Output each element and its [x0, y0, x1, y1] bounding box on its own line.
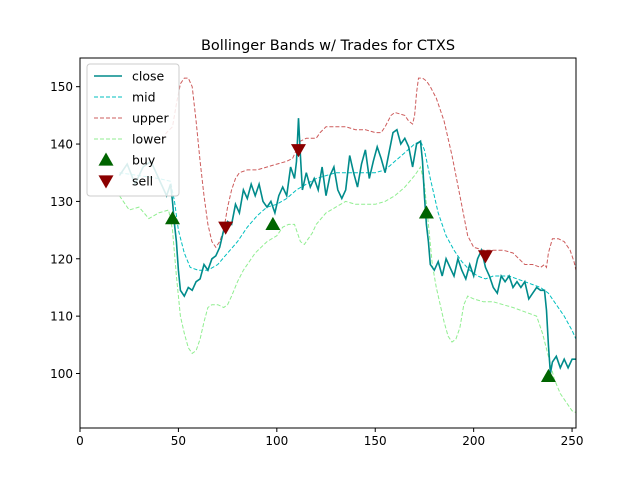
legend-label-close: close [132, 69, 165, 84]
buy-marker-4 [540, 368, 556, 382]
sell-marker-3 [477, 250, 493, 264]
legend-swatch-sell [98, 175, 114, 189]
y-tick-label-110: 110 [50, 310, 73, 324]
y-tick-label-150: 150 [50, 80, 73, 94]
legend-label-buy: buy [132, 153, 156, 168]
buy-marker-2 [265, 216, 281, 230]
plot-frame [79, 57, 577, 429]
x-axis: 0 50 100 150 200 250 [76, 428, 584, 448]
plot-area: 0 50 100 150 200 250 100 110 120 130 140 150 [50, 57, 584, 448]
y-tick-label-100: 100 [50, 367, 73, 381]
legend-item-buy: buy [98, 152, 156, 168]
buy-marker-1 [165, 211, 181, 225]
series-upper-line [158, 77, 576, 271]
legend-swatch-buy [98, 152, 114, 166]
series-close-line [118, 118, 576, 374]
legend-item-upper: upper [94, 111, 169, 126]
y-tick-label-120: 120 [50, 252, 73, 266]
legend-label-lower: lower [132, 132, 167, 147]
legend-label-sell: sell [132, 174, 153, 189]
y-tick-label-140: 140 [50, 138, 73, 152]
x-tick-label-200: 200 [462, 434, 485, 448]
legend-item-mid: mid [94, 90, 156, 105]
x-tick-label-250: 250 [561, 434, 584, 448]
trade-markers [165, 144, 556, 382]
legend-item-lower: lower [94, 132, 167, 147]
sell-marker-1 [218, 221, 234, 235]
chart-title: Bollinger Bands w/ Trades for CTXS [201, 38, 455, 54]
legend: close mid upper lower buy sell [86, 63, 180, 197]
series-mid-line [119, 140, 576, 340]
legend-label-upper: upper [132, 111, 169, 126]
series-lower-line [118, 165, 576, 413]
x-tick-label-0: 0 [76, 434, 84, 448]
buy-marker-3 [418, 205, 434, 219]
legend-item-close: close [94, 69, 165, 84]
x-tick-label-150: 150 [364, 434, 387, 448]
legend-item-sell: sell [98, 174, 153, 189]
x-tick-label-50: 50 [171, 434, 186, 448]
series-layer [118, 77, 576, 413]
x-tick-label-100: 100 [265, 434, 288, 448]
legend-label-mid: mid [132, 90, 156, 105]
sell-marker-2 [290, 144, 306, 158]
y-tick-label-130: 130 [50, 195, 73, 209]
y-axis: 100 110 120 130 140 150 [50, 80, 80, 381]
